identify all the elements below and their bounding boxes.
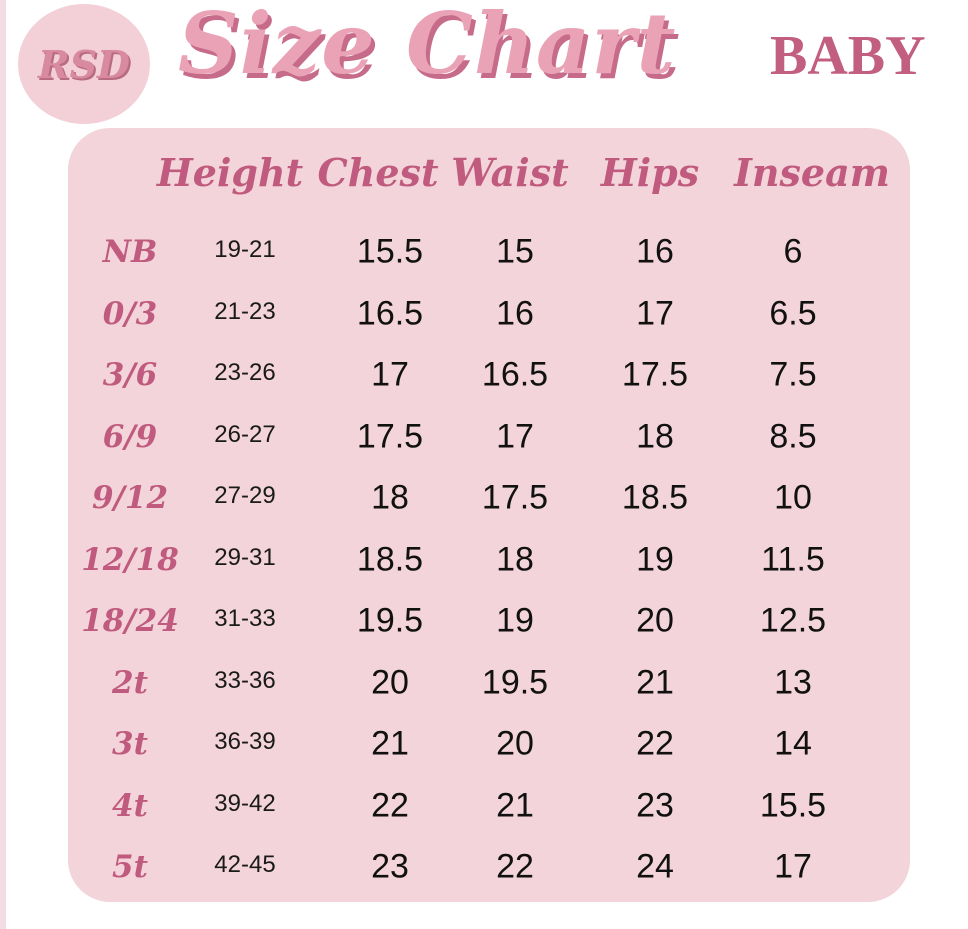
- cell-inseam: 14: [774, 724, 812, 763]
- cell-size: 18/24: [81, 603, 179, 639]
- cell-height: 29-31: [214, 543, 276, 571]
- cell-waist: 15: [496, 232, 534, 271]
- cell-chest: 23: [371, 847, 409, 886]
- cell-size: 9/12: [91, 480, 169, 516]
- column-header-height: Height: [156, 150, 304, 195]
- cell-chest: 20: [371, 663, 409, 701]
- cell-size: 3t: [112, 726, 148, 762]
- cell-hips: 21: [636, 663, 674, 701]
- cell-waist: 16: [496, 294, 534, 332]
- cell-hips: 17: [636, 294, 674, 332]
- cell-inseam: 6.5: [769, 294, 817, 332]
- cell-hips: 20: [636, 601, 674, 640]
- cell-waist: 18: [496, 540, 534, 578]
- cell-hips: 22: [636, 724, 674, 763]
- left-border: [0, 0, 6, 929]
- cell-hips: 18.5: [621, 478, 689, 517]
- cell-height: 36-39: [214, 728, 276, 755]
- cell-size: 0/3: [102, 295, 158, 332]
- cell-height: 31-33: [214, 605, 276, 632]
- page-title: Size Chart: [178, 0, 677, 93]
- cell-inseam: 10: [774, 478, 812, 517]
- cell-chest: 17.5: [356, 417, 424, 455]
- cell-inseam: 8.5: [769, 417, 817, 455]
- cell-size: 4t: [112, 787, 148, 824]
- column-header-waist: Waist: [451, 150, 569, 195]
- cell-waist: 17: [496, 417, 534, 455]
- cell-height: 26-27: [214, 420, 276, 448]
- cell-inseam: 7.5: [769, 355, 817, 394]
- cell-chest: 18: [371, 478, 409, 517]
- cell-hips: 18: [636, 417, 674, 455]
- cell-inseam: 12.5: [759, 601, 827, 640]
- logo-text: RSD: [38, 41, 130, 87]
- page-subtitle: BABY: [770, 25, 926, 87]
- cell-height: 27-29: [214, 482, 276, 509]
- size-table-panel: [68, 128, 910, 902]
- cell-chest: 16.5: [356, 294, 424, 332]
- cell-height: 42-45: [214, 851, 276, 878]
- cell-inseam: 17: [774, 847, 812, 886]
- cell-chest: 21: [371, 724, 409, 763]
- cell-hips: 16: [636, 232, 674, 271]
- cell-chest: 22: [371, 786, 409, 824]
- cell-height: 33-36: [214, 666, 276, 694]
- cell-waist: 19.5: [481, 663, 549, 701]
- cell-chest: 18.5: [356, 540, 424, 578]
- cell-hips: 17.5: [621, 355, 689, 394]
- cell-waist: 17.5: [481, 478, 549, 517]
- cell-waist: 22: [496, 847, 534, 886]
- column-header-inseam: Inseam: [734, 150, 890, 195]
- cell-height: 21-23: [214, 297, 276, 325]
- cell-hips: 24: [636, 847, 674, 886]
- cell-height: 39-42: [214, 789, 276, 817]
- cell-size: NB: [102, 234, 158, 270]
- cell-size: 5t: [112, 849, 148, 885]
- cell-height: 19-21: [214, 236, 276, 263]
- cell-height: 23-26: [214, 359, 276, 386]
- cell-waist: 19: [496, 601, 534, 640]
- cell-chest: 19.5: [356, 601, 424, 640]
- cell-waist: 20: [496, 724, 534, 763]
- cell-size: 2t: [112, 664, 148, 701]
- cell-inseam: 15.5: [759, 786, 827, 824]
- cell-size: 6/9: [102, 418, 158, 455]
- cell-size: 12/18: [81, 541, 179, 578]
- cell-hips: 23: [636, 786, 674, 824]
- column-header-chest: Chest: [317, 150, 439, 195]
- cell-inseam: 11.5: [761, 540, 825, 578]
- cell-hips: 19: [636, 540, 674, 578]
- cell-inseam: 13: [774, 663, 812, 701]
- brand-logo: RSD: [18, 4, 150, 124]
- cell-chest: 17: [371, 355, 409, 394]
- cell-waist: 21: [496, 786, 534, 824]
- cell-size: 3/6: [102, 357, 158, 393]
- cell-inseam: 6: [783, 232, 803, 271]
- cell-chest: 15.5: [356, 232, 424, 271]
- column-header-hips: Hips: [600, 150, 700, 195]
- cell-waist: 16.5: [481, 355, 549, 394]
